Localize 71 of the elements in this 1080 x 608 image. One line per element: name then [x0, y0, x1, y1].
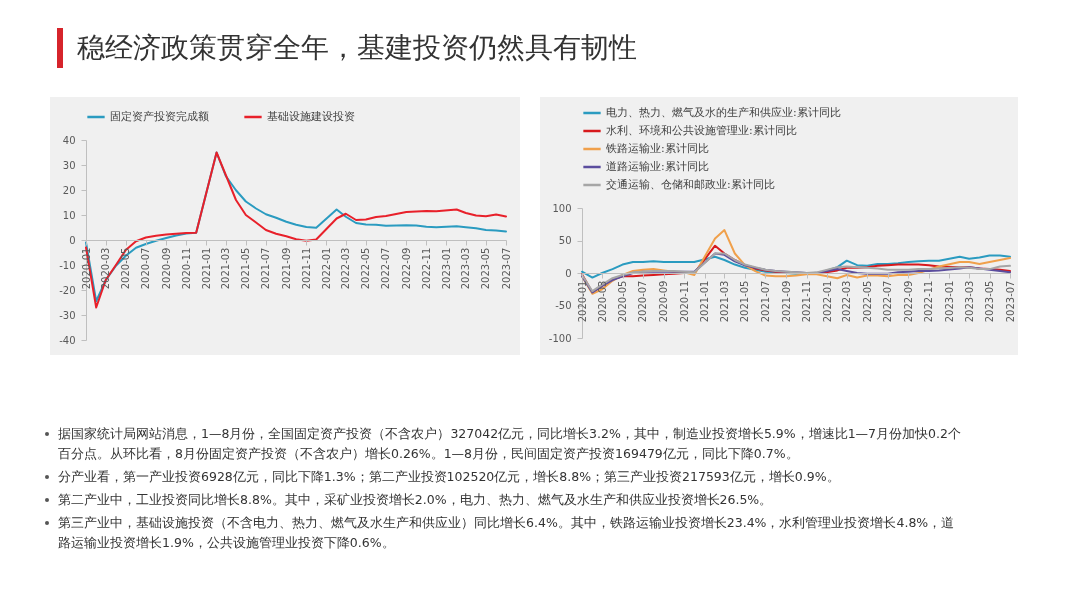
x-tick-label: 2023-05: [480, 247, 492, 290]
x-tick-label: 2023-01: [943, 280, 955, 323]
y-tick-label: 30: [62, 159, 76, 171]
x-tick-label: 2023-03: [460, 247, 472, 290]
y-tick-label: 20: [62, 184, 76, 196]
x-tick-label: 2020-09: [160, 247, 172, 290]
text: 分产业看，第一产业投资6928亿元，同比下降1.3%；第二产业投资102520亿元，增长8.8%；第三产业投资217593亿元，增长0.9%。: [58, 468, 841, 486]
text: 据国家统计局网站消息，1—8月份，全国固定资产投资（不含农户）327042亿元，同比增长3.2%，其中，制造业投资增长5.9%，增速比1—7月份加快0.2个百分点。从环比看，8月份固定资产投资（不含农户）增长0.26%。1—8月份，民间固定资产投资169479亿元，同比下降0.7%。: [58, 425, 962, 463]
x-tick-label: 2020-01: [576, 280, 588, 323]
x-tick-label: 2021-11: [801, 280, 813, 323]
x-tick-label: 2022-09: [400, 247, 412, 290]
x-tick-label: 2021-11: [300, 247, 312, 290]
legend-label: 水利、环境和公共设施管理业:累计同比: [606, 124, 797, 137]
x-tick-label: 2023-03: [963, 280, 975, 323]
x-tick-label: 2021-09: [780, 280, 792, 323]
legend-label: 铁路运输业:累计同比: [605, 142, 709, 155]
x-tick-label: 2020-05: [120, 247, 132, 290]
x-tick-label: 2022-09: [902, 280, 914, 323]
y-tick-label: -40: [59, 334, 76, 346]
x-tick-label: 2023-07: [500, 247, 512, 290]
x-tick-label: 2022-03: [340, 247, 352, 290]
y-tick-label: 40: [62, 134, 76, 146]
x-tick-label: 2022-11: [420, 247, 432, 290]
legend-label: 道路运输业:累计同比: [606, 160, 709, 173]
x-tick-label: 2022-05: [360, 247, 372, 290]
x-tick-label: 2022-03: [841, 280, 853, 323]
y-tick-label: 100: [552, 202, 572, 214]
x-tick-label: 2020-07: [637, 280, 649, 323]
legend-label: 电力、热力、燃气及水的生产和供应业:累计同比: [606, 106, 841, 119]
legend-label: 交通运输、仓储和邮政业:累计同比: [606, 178, 775, 191]
x-tick-label: 2022-01: [320, 247, 332, 290]
y-tick-label: -100: [548, 332, 572, 344]
x-tick-label: 2020-01: [80, 247, 92, 290]
y-tick-label: -10: [59, 259, 76, 271]
y-tick-label: 10: [62, 209, 76, 221]
x-tick-label: 2022-01: [821, 280, 833, 323]
text: 第二产业中，工业投资同比增长8.8%。其中，采矿业投资增长2.0%，电力、热力、燃气及水生产和供应业投资增长26.5%。: [58, 491, 774, 509]
x-tick-label: 2020-11: [678, 280, 690, 323]
text: 第三产业中，基础设施投资（不含电力、热力、燃气及水生产和供应业）同比增长6.4%。其中，铁路运输业投资增长23.4%，水利管理业投资增长4.8%，道路运输业投资增长1.9%，公共设施管理业投资下降0.6%。: [58, 514, 956, 552]
line-series: [581, 254, 1011, 279]
legend-label: 固定资产投资完成额: [110, 110, 209, 123]
x-tick-label: 2020-03: [596, 280, 608, 323]
x-tick-label: 2020-07: [140, 247, 152, 290]
x-tick-label: 2020-05: [617, 280, 629, 323]
y-tick-label: -30: [59, 309, 76, 321]
y-tick-label: -20: [59, 284, 76, 296]
x-tick-label: 2021-05: [240, 247, 252, 290]
x-tick-label: 2020-03: [100, 247, 112, 290]
legend-label: 基础设施建设投资: [267, 110, 355, 123]
x-tick-label: 2021-07: [260, 247, 272, 290]
y-tick-label: 50: [558, 235, 572, 246]
y-tick-label: -50: [555, 300, 572, 311]
x-tick-label: 2023-07: [1004, 280, 1016, 323]
x-tick-label: 2020-09: [658, 280, 670, 323]
x-tick-label: 2021-03: [220, 247, 232, 290]
y-tick-label: 0: [69, 234, 76, 246]
text: 稳经济政策贯穿全年，基建投资仍然具有韧性: [57, 28, 637, 68]
y-tick-label: 0: [565, 267, 572, 279]
x-tick-label: 2021-01: [200, 247, 212, 290]
x-tick-label: 2020-11: [180, 247, 192, 290]
x-tick-label: 2021-09: [280, 247, 292, 290]
x-tick-label: 2022-05: [861, 280, 873, 323]
x-tick-label: 2021-01: [699, 280, 711, 323]
x-tick-label: 2023-05: [984, 280, 996, 323]
x-tick-label: 2022-11: [923, 280, 935, 323]
x-tick-label: 2021-03: [718, 280, 730, 323]
x-tick-label: 2022-07: [882, 280, 894, 323]
x-tick-label: 2023-01: [440, 247, 452, 290]
x-tick-label: 2021-07: [759, 280, 771, 323]
x-tick-label: 2021-05: [739, 280, 751, 323]
x-tick-label: 2022-07: [380, 247, 392, 290]
